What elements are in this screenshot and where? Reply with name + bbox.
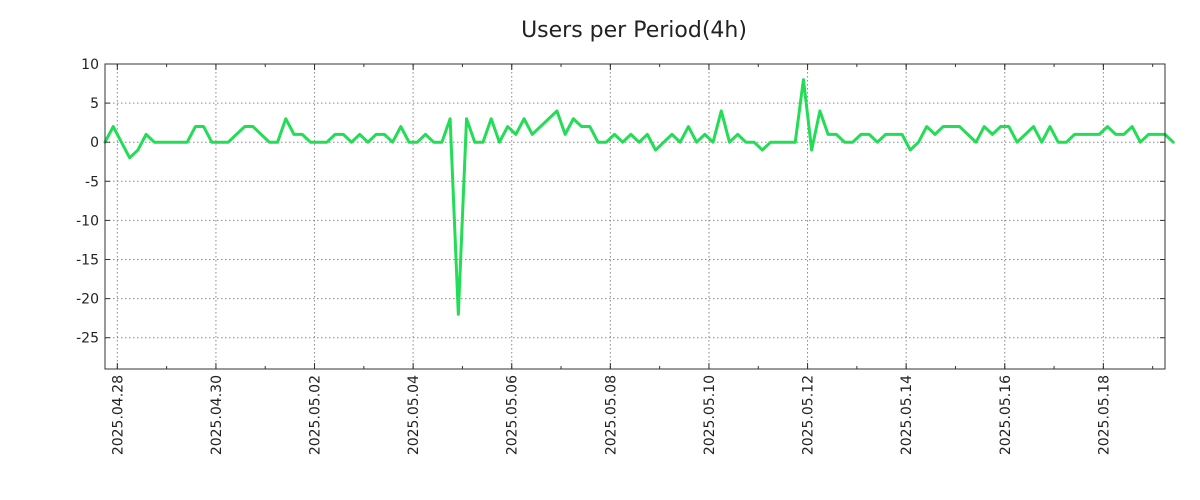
y-tick-label: 5 bbox=[90, 96, 99, 112]
series-layer bbox=[103, 78, 1175, 316]
x-tick-label: 2025.05.14 bbox=[899, 375, 915, 455]
x-tick-label: 2025.05.10 bbox=[702, 375, 718, 455]
y-tick-label: -20 bbox=[76, 292, 99, 308]
y-tick-label: -25 bbox=[76, 331, 99, 347]
series-line bbox=[103, 78, 1175, 316]
y-tick-label: -15 bbox=[76, 253, 99, 269]
x-tick-label: 2025.05.18 bbox=[1096, 375, 1112, 455]
x-axis-tick-labels: 2025.04.28 2025.04.30 2025.05.02 2025.05.04… bbox=[110, 375, 1112, 455]
x-tick-label: 2025.05.12 bbox=[801, 375, 817, 455]
x-tick-label: 2025.05.06 bbox=[505, 375, 521, 455]
x-tick-label: 2025.04.28 bbox=[110, 375, 126, 455]
chart-title: Users per Period(4h) bbox=[521, 18, 747, 43]
y-tick-label: -10 bbox=[76, 213, 99, 229]
x-tick-label: 2025.05.16 bbox=[998, 375, 1014, 455]
y-axis-tick-labels: 10 5 0 -5 -10 -15 -20 -25 bbox=[76, 57, 99, 347]
grid bbox=[105, 63, 1165, 369]
plot-frame bbox=[104, 63, 1166, 370]
x-tick-label: 2025.04.30 bbox=[209, 375, 225, 455]
x-tick-label: 2025.05.02 bbox=[308, 375, 324, 455]
y-tick-label: 0 bbox=[90, 135, 99, 151]
x-tick-label: 2025.05.08 bbox=[603, 375, 619, 455]
axis-ticks bbox=[105, 63, 1165, 369]
y-tick-label: 10 bbox=[81, 57, 99, 73]
x-tick-label: 2025.05.04 bbox=[406, 375, 422, 455]
y-tick-label: -5 bbox=[85, 174, 99, 190]
